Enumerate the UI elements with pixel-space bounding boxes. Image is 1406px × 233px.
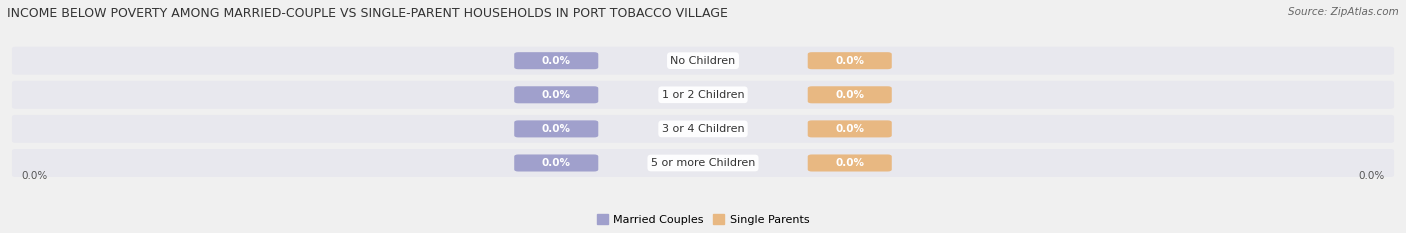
Text: 0.0%: 0.0% [835, 56, 865, 66]
Text: 0.0%: 0.0% [835, 158, 865, 168]
FancyBboxPatch shape [807, 86, 891, 103]
FancyBboxPatch shape [13, 149, 1393, 177]
Text: 0.0%: 0.0% [541, 56, 571, 66]
FancyBboxPatch shape [515, 154, 599, 171]
Text: 0.0%: 0.0% [835, 124, 865, 134]
Text: 5 or more Children: 5 or more Children [651, 158, 755, 168]
Text: INCOME BELOW POVERTY AMONG MARRIED-COUPLE VS SINGLE-PARENT HOUSEHOLDS IN PORT TO: INCOME BELOW POVERTY AMONG MARRIED-COUPL… [7, 7, 728, 20]
Text: Source: ZipAtlas.com: Source: ZipAtlas.com [1288, 7, 1399, 17]
Text: 0.0%: 0.0% [1358, 171, 1385, 181]
FancyBboxPatch shape [807, 154, 891, 171]
FancyBboxPatch shape [807, 120, 891, 137]
FancyBboxPatch shape [13, 115, 1393, 143]
FancyBboxPatch shape [13, 47, 1393, 75]
FancyBboxPatch shape [515, 52, 599, 69]
Text: 0.0%: 0.0% [541, 124, 571, 134]
FancyBboxPatch shape [515, 120, 599, 137]
Legend: Married Couples, Single Parents: Married Couples, Single Parents [592, 210, 814, 229]
FancyBboxPatch shape [515, 86, 599, 103]
FancyBboxPatch shape [13, 81, 1393, 109]
Text: 1 or 2 Children: 1 or 2 Children [662, 90, 744, 100]
Text: No Children: No Children [671, 56, 735, 66]
FancyBboxPatch shape [807, 52, 891, 69]
Text: 0.0%: 0.0% [21, 171, 48, 181]
Text: 0.0%: 0.0% [541, 158, 571, 168]
Text: 3 or 4 Children: 3 or 4 Children [662, 124, 744, 134]
Text: 0.0%: 0.0% [541, 90, 571, 100]
Text: 0.0%: 0.0% [835, 90, 865, 100]
